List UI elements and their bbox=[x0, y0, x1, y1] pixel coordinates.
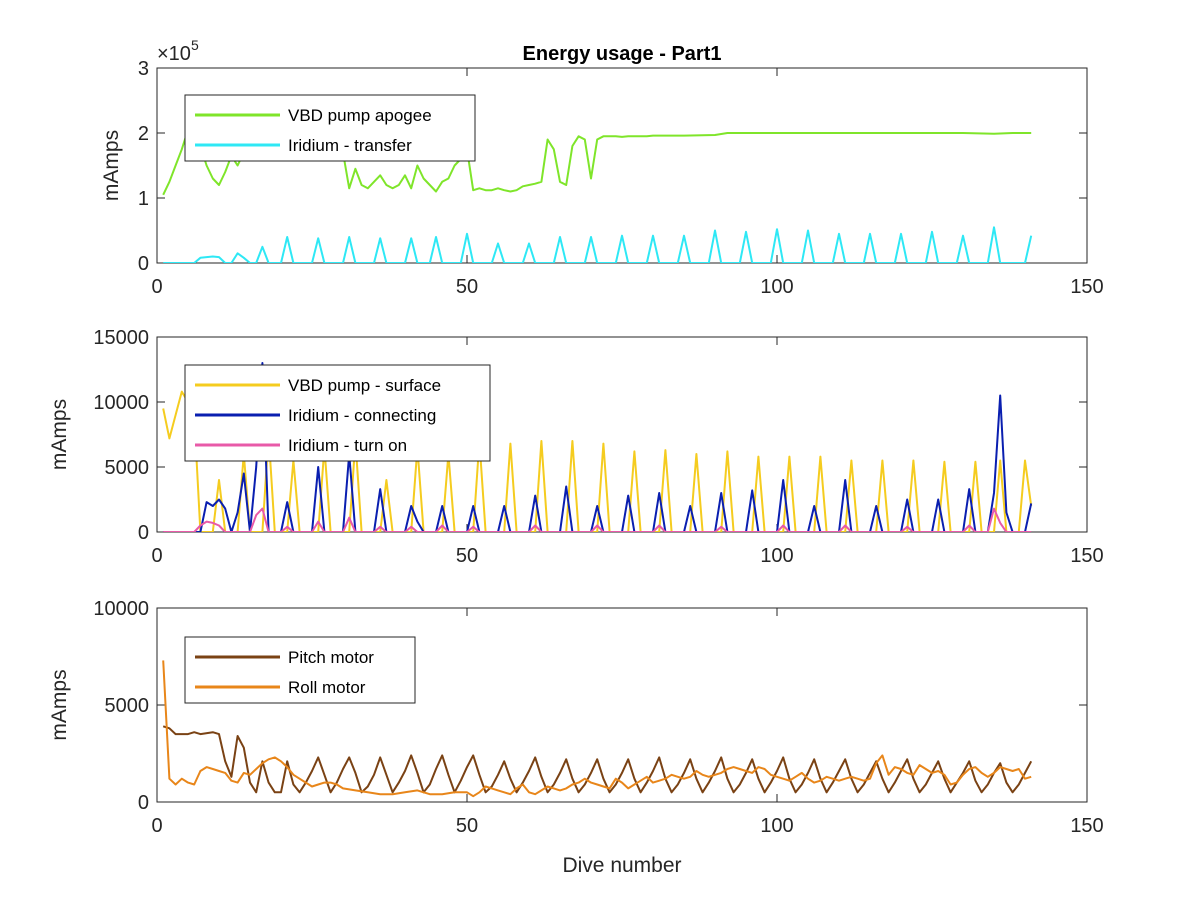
chart-panel-2: 0 50 100 150 0 5000 10000 15000 mAmps VBD pump - … bbox=[48, 327, 1104, 567]
legend-label: Roll motor bbox=[288, 678, 366, 697]
chart-panel-1: 0 50 100 150 0 1 2 3 mAmps Energy usage - Part1 ×1… bbox=[100, 37, 1104, 298]
y-tick-label: 5000 bbox=[105, 695, 150, 717]
y-axis-label: mAmps bbox=[48, 399, 71, 470]
y-tick-label: 2 bbox=[138, 123, 149, 145]
x-tick-label: 100 bbox=[760, 815, 793, 837]
series-line-roll-motor bbox=[162, 660, 1032, 798]
legend-label: VBD pump apogee bbox=[288, 106, 432, 125]
y-tick-label: 10000 bbox=[93, 598, 149, 620]
x-tick-label: 150 bbox=[1070, 276, 1103, 298]
x-tick-label: 100 bbox=[760, 545, 793, 567]
legend-box bbox=[184, 94, 476, 162]
x-tick-label: 50 bbox=[456, 545, 478, 567]
x-tick-label: 50 bbox=[456, 276, 478, 298]
x-tick-label: 50 bbox=[456, 815, 478, 837]
legend-label: Pitch motor bbox=[288, 648, 374, 667]
x-tick-label: 0 bbox=[151, 276, 162, 298]
y-tick-label: 10000 bbox=[93, 392, 149, 414]
legend-label: Iridium - connecting bbox=[288, 406, 436, 425]
x-tick-label: 0 bbox=[151, 545, 162, 567]
y-exponent-label: ×105 bbox=[157, 37, 199, 65]
y-tick-label: 1 bbox=[138, 188, 149, 210]
y-exponent-power: 5 bbox=[191, 37, 199, 53]
series-line-pitch-motor bbox=[162, 725, 1033, 794]
legend-label: VBD pump - surface bbox=[288, 376, 441, 395]
legend-label: Iridium - turn on bbox=[288, 436, 407, 455]
chart-title: Energy usage - Part1 bbox=[523, 43, 722, 65]
series-line-iridium-connecting bbox=[163, 362, 1033, 532]
legend: VBD pump apogee Iridium - transfer bbox=[184, 94, 476, 162]
chart-panel-3: 0 50 100 150 0 5000 10000 mAmps Dive number Pitch… bbox=[48, 598, 1104, 877]
series-line-iridium-turn-on bbox=[163, 507, 1032, 532]
y-exponent-base: ×10 bbox=[157, 43, 191, 65]
x-tick-label: 0 bbox=[151, 815, 162, 837]
legend-label: Iridium - transfer bbox=[288, 136, 412, 155]
y-axis-label: mAmps bbox=[100, 130, 123, 201]
x-tick-label: 100 bbox=[760, 276, 793, 298]
y-axis-label: mAmps bbox=[48, 669, 71, 740]
legend-box bbox=[184, 636, 416, 704]
series-line-iridium-transfer bbox=[163, 226, 1033, 263]
x-tick-label: 150 bbox=[1070, 815, 1103, 837]
y-tick-label: 5000 bbox=[105, 457, 150, 479]
y-tick-label: 0 bbox=[138, 253, 149, 275]
x-tick-label: 150 bbox=[1070, 545, 1103, 567]
y-tick-label: 3 bbox=[138, 58, 149, 80]
y-tick-label: 0 bbox=[138, 522, 149, 544]
y-tick-label: 15000 bbox=[93, 327, 149, 349]
legend: Pitch motor Roll motor bbox=[184, 636, 416, 704]
x-axis-label: Dive number bbox=[562, 854, 681, 877]
y-tick-label: 0 bbox=[138, 792, 149, 814]
legend: VBD pump - surface Iridium - connecting Ir… bbox=[184, 364, 491, 462]
